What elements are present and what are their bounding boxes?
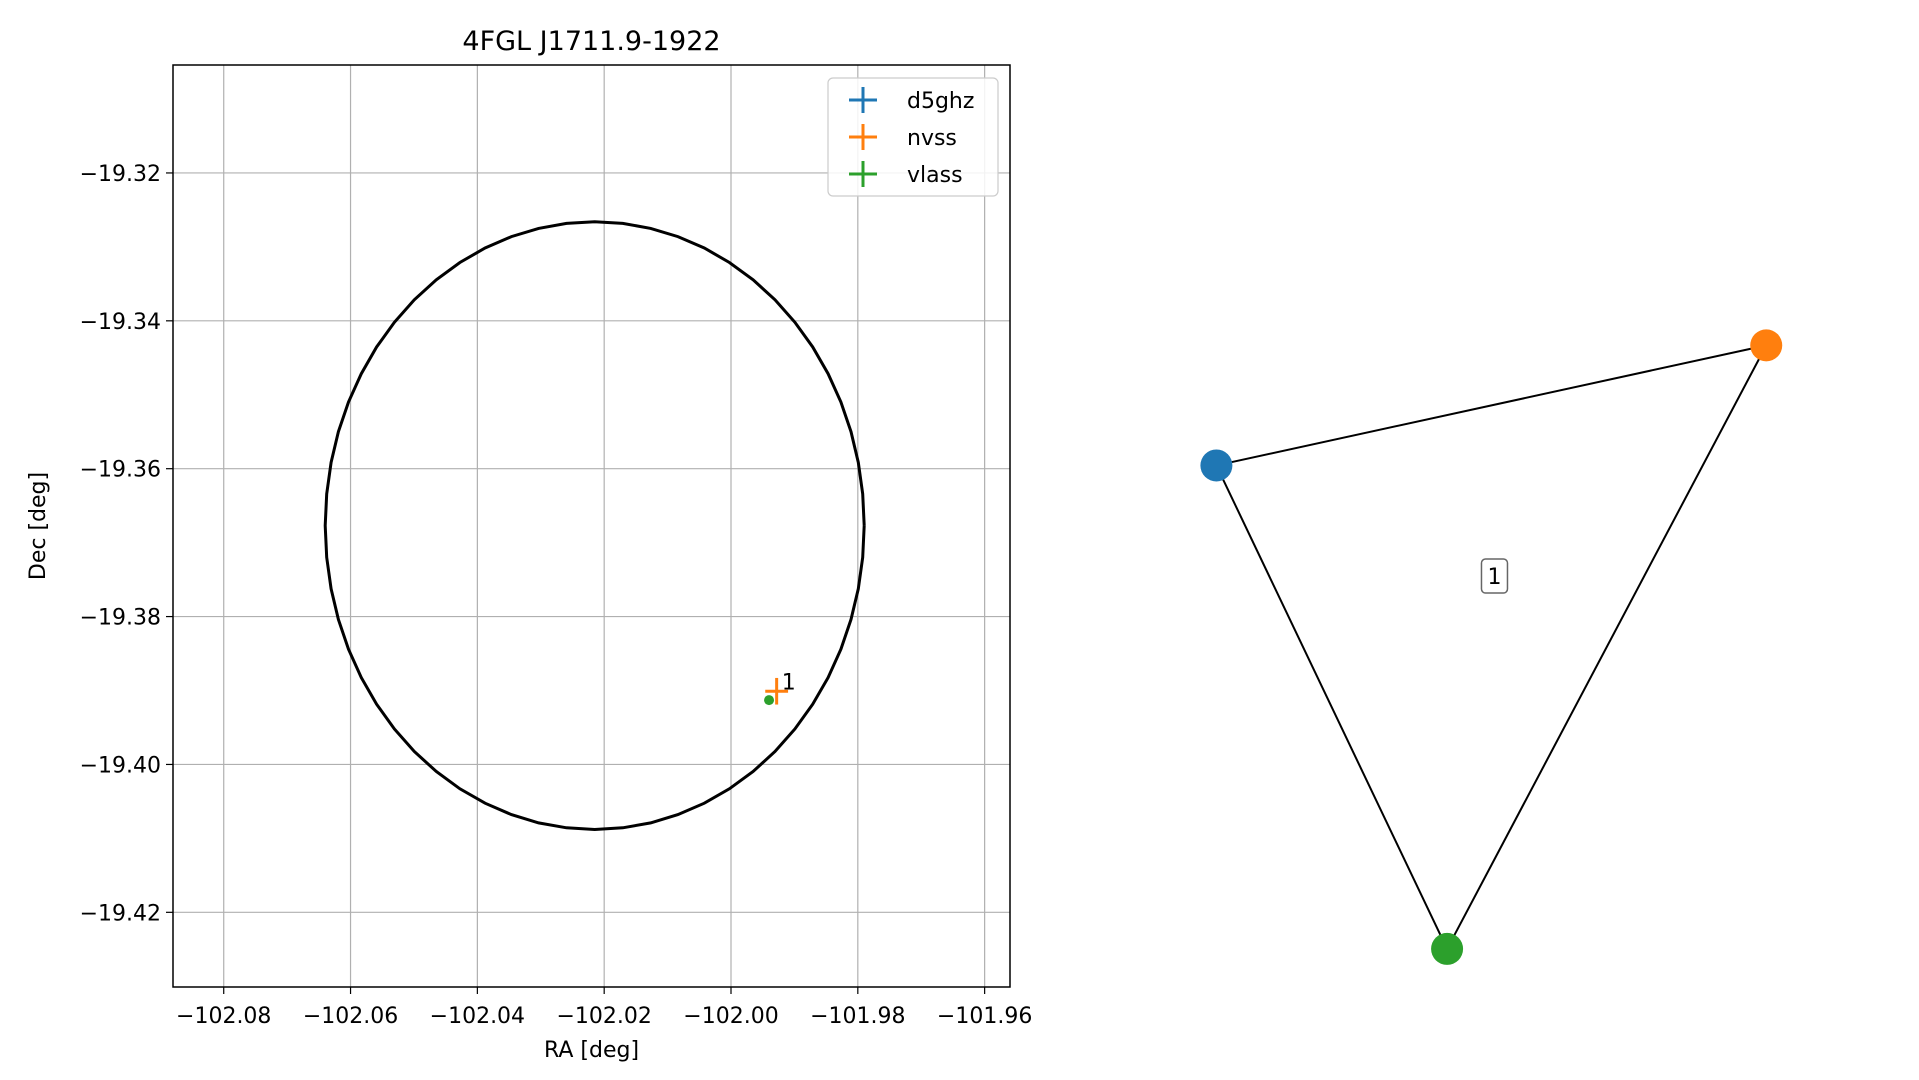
y-tick-label: −19.38 <box>80 606 161 631</box>
vlass-point <box>764 695 775 706</box>
graph-labels: 1 <box>1480 558 1509 594</box>
edge-nvss-vlass <box>1446 344 1768 950</box>
plot-frame <box>172 64 1011 988</box>
x-axis-label: RA [deg] <box>544 1038 639 1063</box>
x-tick-label: −102.02 <box>556 1004 651 1029</box>
legend: d5ghz nvss vlass <box>827 77 999 197</box>
legend-label-nvss: nvss <box>907 126 957 151</box>
x-axis-ticks: −102.08 −102.06 −102.04 −102.02 −102.00 −101.… <box>176 987 1032 1029</box>
x-tick-label: −102.04 <box>430 1004 525 1029</box>
x-tick-label: −102.08 <box>176 1004 271 1029</box>
edge-vlass-d5ghz <box>1215 465 1448 950</box>
node-nvss <box>1750 329 1783 362</box>
y-axis-label: Dec [deg] <box>26 472 51 580</box>
grid-lines <box>173 65 1010 987</box>
annotation-layer: 1 <box>782 671 796 696</box>
error-ellipse-layer <box>323 220 866 832</box>
y-tick-label: −19.36 <box>80 458 161 483</box>
legend-box <box>827 77 999 197</box>
y-axis-ticks: −19.32 −19.34 −19.36 −19.38 −19.40 −19.42 <box>80 162 173 926</box>
x-tick-label: −102.00 <box>683 1004 778 1029</box>
y-tick-label: −19.40 <box>80 753 161 778</box>
x-tick-label: −101.98 <box>810 1004 905 1029</box>
association-graph: 1 <box>1200 329 1783 965</box>
data-points-layer <box>764 677 789 706</box>
y-tick-label: −19.32 <box>80 162 161 187</box>
graph-label-text: 1 <box>1487 565 1501 590</box>
legend-label-vlass: vlass <box>907 163 963 188</box>
graph-edges <box>1215 344 1768 950</box>
point-annotation: 1 <box>782 671 796 696</box>
node-d5ghz <box>1200 449 1233 482</box>
edge-d5ghz-nvss <box>1216 344 1767 467</box>
legend-label-d5ghz: d5ghz <box>907 89 974 114</box>
x-tick-label: −101.96 <box>937 1004 1032 1029</box>
y-tick-label: −19.34 <box>80 310 161 335</box>
graph-label-box <box>1480 558 1509 594</box>
y-tick-label: −19.42 <box>80 901 161 926</box>
x-tick-label: −102.06 <box>303 1004 398 1029</box>
error-ellipse <box>323 220 866 832</box>
node-vlass <box>1431 932 1464 965</box>
graph-nodes <box>1200 329 1783 965</box>
sky-position-plot: 1 −102.08 −102.06 −102.04 −102.02 −102.00 −10… <box>26 26 1032 1063</box>
chart-title: 4FGL J1711.9-1922 <box>462 26 720 57</box>
